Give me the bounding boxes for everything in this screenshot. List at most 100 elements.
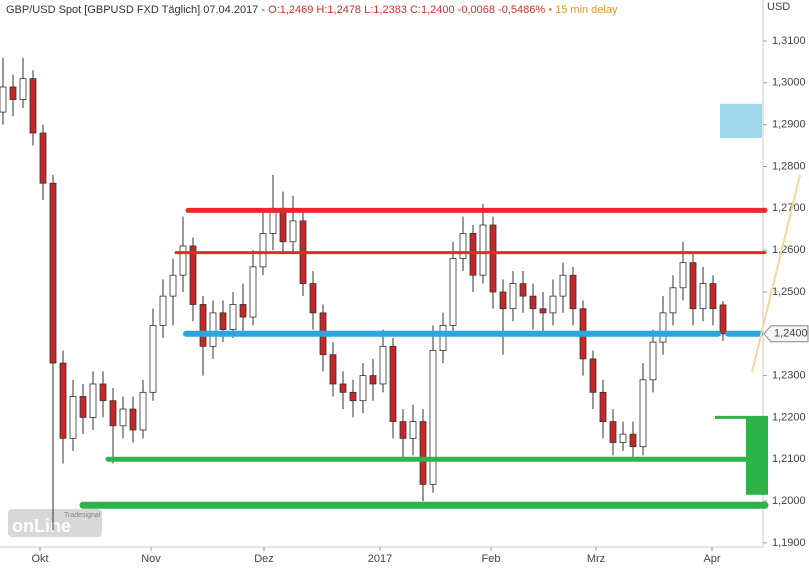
candle-body <box>139 391 147 431</box>
y-tick-label: 1,2700 <box>772 202 806 214</box>
candle-body <box>519 283 527 297</box>
candle-body <box>619 433 627 443</box>
logo-name: onLine <box>12 516 71 536</box>
candle-body <box>549 295 557 314</box>
candle-body <box>309 283 317 314</box>
candle-body <box>599 391 607 423</box>
candle-body <box>559 274 567 297</box>
candle-body <box>99 383 107 402</box>
candle-body <box>509 283 517 310</box>
candle-body <box>379 345 387 385</box>
candle-body <box>639 379 647 448</box>
header: GBP/USD Spot [GBPUSD FXD Täglich] 07.04.… <box>6 4 617 16</box>
candle-body <box>499 291 507 310</box>
x-tick-label: Feb <box>482 553 501 565</box>
y-tick-label: 1,2600 <box>772 244 806 256</box>
candle-body <box>479 224 487 276</box>
candle-body <box>709 283 717 310</box>
logo-brand: Tradesignal <box>64 512 101 519</box>
y-tick-label: 1,2900 <box>772 119 806 131</box>
candle-body <box>719 304 727 335</box>
candle-body <box>399 421 407 439</box>
price-marker-label: 1,2400 <box>774 328 808 340</box>
candle-body <box>189 245 197 305</box>
candle-body <box>339 383 347 393</box>
candle-body <box>459 232 467 259</box>
candle-body <box>449 258 457 326</box>
candle-body <box>59 362 67 439</box>
candle-body <box>209 312 217 347</box>
candle-body <box>609 421 617 443</box>
x-tick-label: Nov <box>141 553 161 565</box>
candle-body <box>249 266 257 318</box>
y-tick-label: 1,2000 <box>772 495 806 507</box>
candle-body <box>589 358 597 393</box>
candle-body <box>329 354 337 385</box>
logo: Tradesignal onLine <box>8 509 102 537</box>
y-tick-label: 1,3000 <box>772 77 806 89</box>
quote: O:1,2469 H:1,2478 L:1,2383 C:1,2400 -0,0… <box>268 4 546 16</box>
candle-body <box>0 86 7 113</box>
candle-body <box>429 350 437 485</box>
candle-body <box>79 396 87 418</box>
candle-body <box>9 86 17 100</box>
y-tick-label: 1,1900 <box>772 537 806 549</box>
candle-body <box>49 182 57 364</box>
y-tick-label: 1,2200 <box>772 411 806 423</box>
candle-body <box>179 245 187 276</box>
y-tick-label: 1,2300 <box>772 370 806 382</box>
candle-body <box>409 421 417 439</box>
candle-body <box>349 391 357 402</box>
candle-body <box>419 421 427 485</box>
x-tick-label: Apr <box>703 553 720 565</box>
zone <box>720 103 762 139</box>
candle-body <box>439 325 447 351</box>
y-tick-label: 1,3100 <box>772 35 806 47</box>
y-tick-label: 1,2800 <box>772 160 806 172</box>
candle-body <box>159 295 167 326</box>
currency: USD <box>767 1 790 13</box>
candle-body <box>239 304 247 318</box>
candle-body <box>119 408 127 427</box>
candle-body <box>489 224 497 293</box>
instrument: GBP/USD Spot [GBPUSD FXD Täglich] 07.04.… <box>6 4 266 16</box>
trend-line <box>751 174 801 373</box>
candle-body <box>689 262 697 310</box>
candle-body <box>129 408 137 431</box>
candle-body <box>569 274 577 310</box>
candle-body <box>659 312 667 343</box>
candle-body <box>19 78 27 100</box>
y-tick-label: 1,2100 <box>772 453 806 465</box>
x-tick-label: Mrz <box>587 553 605 565</box>
candle-body <box>279 207 287 243</box>
candle-body <box>89 383 97 418</box>
candle-body <box>539 308 547 314</box>
delay: • 15 min delay <box>548 4 618 16</box>
candle-body <box>149 325 157 393</box>
candle-body <box>259 232 267 268</box>
candle-body <box>679 262 687 289</box>
x-tick-label: 2017 <box>368 553 392 565</box>
candle-body <box>369 375 377 385</box>
price-marker <box>763 325 809 343</box>
candle-body <box>219 312 227 330</box>
candle-body <box>629 433 637 448</box>
candle-body <box>649 341 657 381</box>
candle-body <box>229 304 237 330</box>
zone <box>746 417 768 495</box>
candle-body <box>669 287 677 314</box>
candle-body <box>699 283 707 310</box>
candle-body <box>109 400 117 427</box>
x-tick-label: Dez <box>254 553 274 565</box>
candle-body <box>529 295 537 310</box>
candle-body <box>39 132 47 184</box>
logo-bg <box>8 509 102 537</box>
candle-body <box>29 78 37 134</box>
candle-body <box>169 274 177 297</box>
candle-body <box>389 345 397 423</box>
x-tick-label: Okt <box>31 553 48 565</box>
candle-body <box>469 232 477 276</box>
